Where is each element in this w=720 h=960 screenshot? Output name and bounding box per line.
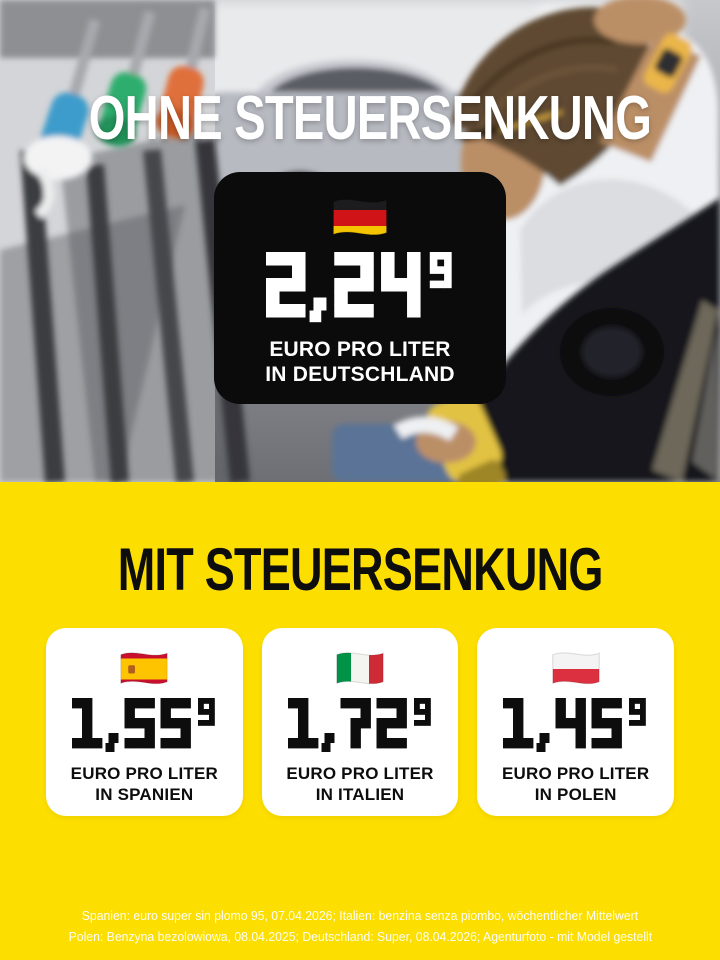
italy-price-country-label: IN ITALIEN bbox=[315, 785, 405, 805]
photo-section: OHNE STEUERSENKUNG EURO PRO LITER IN DEU… bbox=[0, 0, 720, 482]
poland-price-value bbox=[503, 698, 648, 754]
germany-price-unit-label: EURO PRO LITER bbox=[269, 337, 451, 361]
germany-price-country-label: IN DEUTSCHLAND bbox=[265, 363, 455, 387]
poland-price-unit-label: EURO PRO LITER bbox=[502, 764, 650, 783]
headline-with-tax-cut: MIT STEUERSENKUNG bbox=[0, 540, 720, 600]
italy-price-labels: EURO PRO LITER IN ITALIEN bbox=[286, 763, 433, 806]
country-cards-row: EURO PRO LITER IN SPANIEN EURO PRO LITER… bbox=[46, 628, 675, 816]
spain-price-labels: EURO PRO LITER IN SPANIEN bbox=[71, 763, 218, 806]
gas-station-photo-illustration bbox=[0, 0, 720, 482]
price-card-italy: EURO PRO LITER IN ITALIEN bbox=[261, 628, 459, 816]
spain-flag-icon bbox=[117, 648, 171, 690]
headline-without-tax-cut: OHNE STEUERSENKUNG bbox=[0, 88, 720, 150]
poland-price-country-label: IN POLEN bbox=[534, 785, 617, 805]
spain-price-value bbox=[72, 698, 217, 754]
price-card-spain: EURO PRO LITER IN SPANIEN bbox=[46, 628, 243, 816]
germany-flag-icon bbox=[329, 194, 391, 242]
headline-without-tax-cut-text: OHNE STEUERSENKUNG bbox=[88, 84, 652, 153]
price-card-poland: EURO PRO LITER IN POLEN bbox=[477, 628, 675, 816]
price-card-germany: EURO PRO LITER IN DEUTSCHLAND bbox=[214, 172, 506, 404]
disclaimer-line-1: Spanien: euro super sin plomo 95, 07.04.… bbox=[81, 908, 639, 924]
source-disclaimer: Spanien: euro super sin plomo 95, 07.04.… bbox=[0, 906, 720, 948]
germany-price-labels: EURO PRO LITER IN DEUTSCHLAND bbox=[265, 337, 454, 388]
spain-price-unit-label: EURO PRO LITER bbox=[70, 764, 218, 783]
poland-price-labels: EURO PRO LITER IN POLEN bbox=[502, 763, 649, 806]
italy-price-value bbox=[287, 698, 433, 754]
italy-flag-icon bbox=[333, 648, 387, 690]
germany-price-value bbox=[266, 252, 454, 325]
disclaimer-line-2: Polen: Benzyna bezolowiowa, 08.04.2025; … bbox=[68, 929, 652, 945]
with-tax-cut-section: MIT STEUERSENKUNG EURO PRO LITER IN SPAN… bbox=[0, 482, 720, 960]
headline-with-tax-cut-text: MIT STEUERSENKUNG bbox=[117, 536, 604, 603]
italy-price-unit-label: EURO PRO LITER bbox=[286, 764, 434, 783]
spain-price-country-label: IN SPANIEN bbox=[95, 785, 194, 805]
poland-flag-icon bbox=[549, 648, 603, 690]
